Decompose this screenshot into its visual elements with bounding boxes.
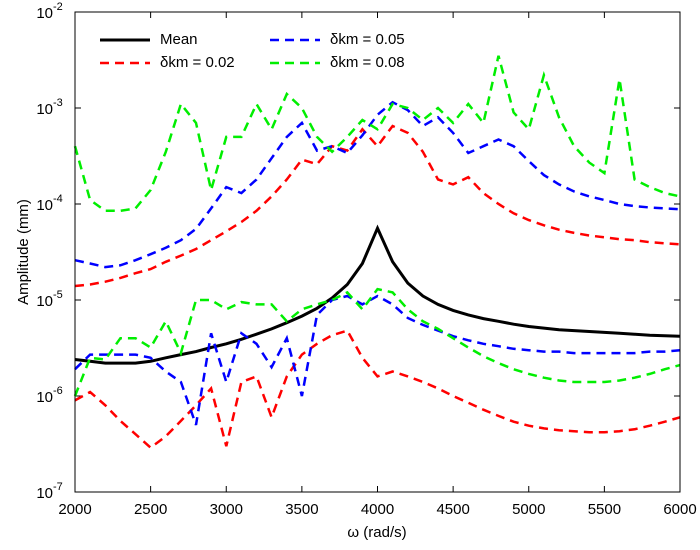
y-tick-label: 10 bbox=[36, 485, 53, 502]
x-tick-label: 5500 bbox=[588, 501, 621, 518]
series-line bbox=[74, 224, 681, 365]
x-tick-label: 3000 bbox=[210, 501, 243, 518]
legend-label: δkm = 0.08 bbox=[330, 54, 405, 71]
series-line bbox=[73, 287, 681, 397]
y-tick-exponent: -6 bbox=[53, 385, 63, 397]
x-tick-label: 2500 bbox=[134, 501, 167, 518]
y-tick-exponent: -2 bbox=[53, 1, 63, 13]
y-tick-label: 10 bbox=[36, 197, 53, 214]
x-tick-label: 2000 bbox=[58, 501, 91, 518]
x-tick-label: 4500 bbox=[436, 501, 469, 518]
plot-frame bbox=[74, 11, 681, 493]
legend-label: δkm = 0.02 bbox=[160, 54, 235, 71]
legend-label: δkm = 0.05 bbox=[330, 31, 405, 48]
x-tick-label: 3500 bbox=[285, 501, 318, 518]
series-line bbox=[74, 100, 681, 269]
x-tick-label: 5000 bbox=[512, 501, 545, 518]
y-axis-label: Amplitude (mm) bbox=[15, 199, 32, 305]
x-tick-label: 4000 bbox=[361, 501, 394, 518]
x-tick-label: 6000 bbox=[663, 501, 696, 518]
y-tick-label: 10 bbox=[36, 389, 53, 406]
series-line bbox=[74, 329, 681, 450]
series-line bbox=[74, 294, 681, 426]
series-line bbox=[74, 124, 681, 288]
series-line bbox=[73, 55, 681, 213]
y-tick-exponent: -7 bbox=[53, 481, 63, 493]
y-tick-label: 10 bbox=[36, 293, 53, 310]
y-tick-exponent: -5 bbox=[53, 289, 63, 301]
legend-label: Mean bbox=[160, 31, 198, 48]
y-tick-label: 10 bbox=[36, 5, 53, 22]
y-tick-label: 10 bbox=[36, 101, 53, 118]
x-axis-label: ω (rad/s) bbox=[347, 524, 406, 541]
y-tick-exponent: -3 bbox=[53, 97, 63, 109]
y-tick-exponent: -4 bbox=[53, 193, 63, 205]
